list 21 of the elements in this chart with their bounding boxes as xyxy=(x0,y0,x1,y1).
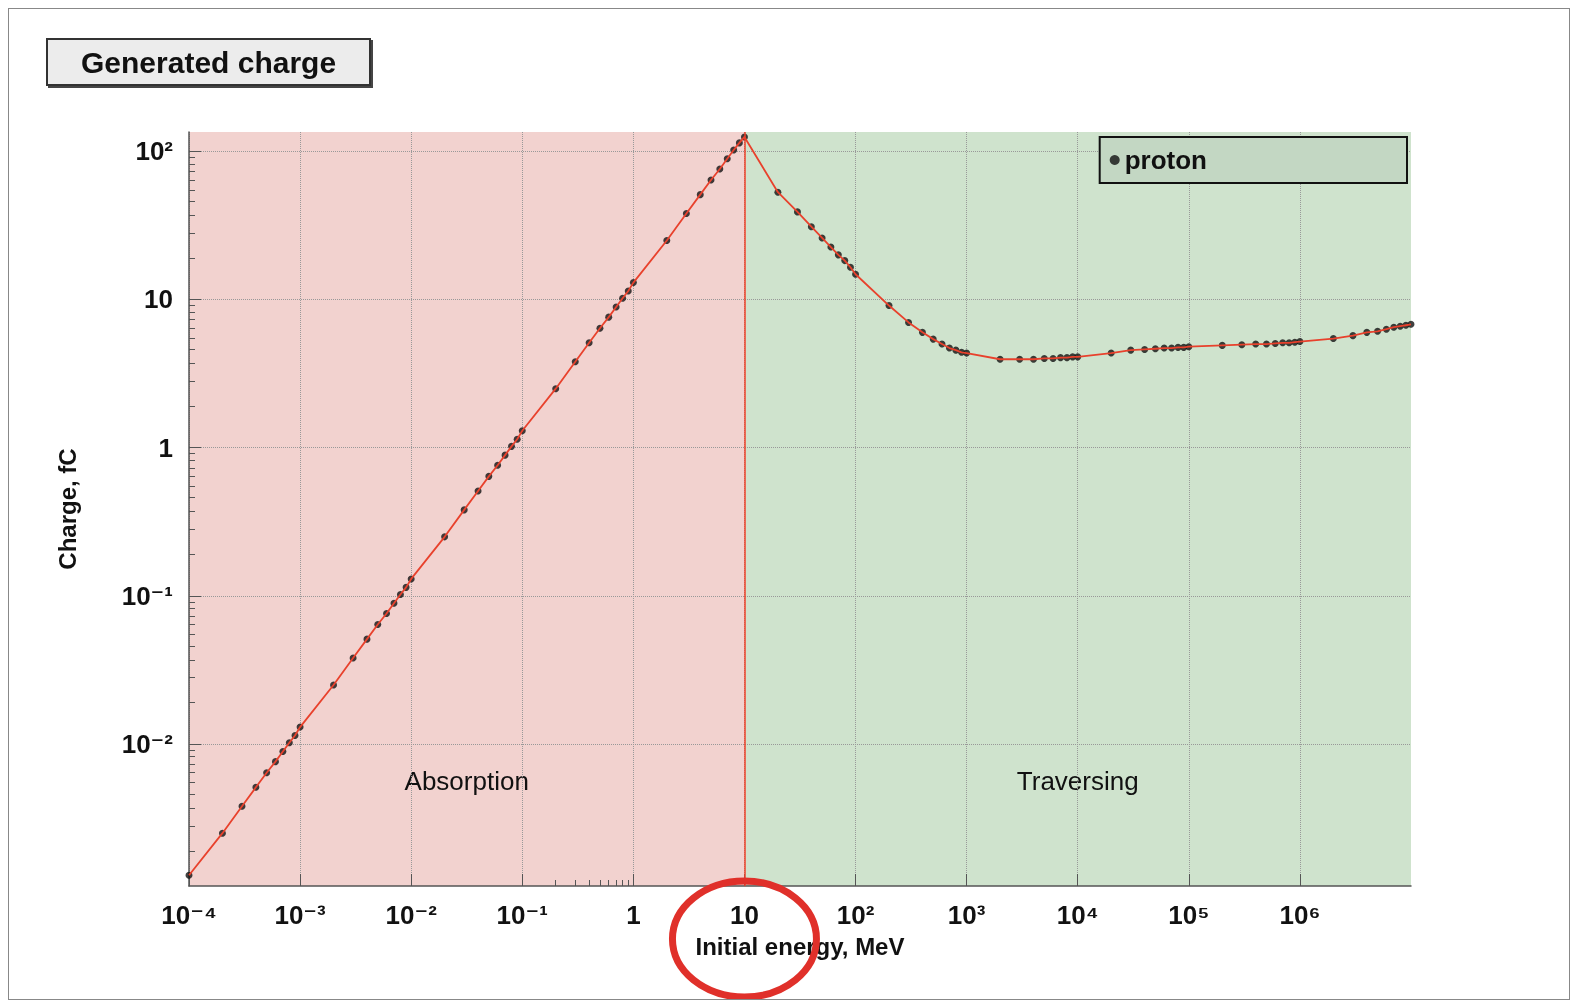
x-tick-label: 10⁻⁴ xyxy=(161,900,217,930)
x-tick-label: 10⁵ xyxy=(1168,900,1210,930)
band-label: Traversing xyxy=(1016,766,1139,796)
chart-title: Generated charge xyxy=(81,45,337,79)
y-tick-label: 10⁻¹ xyxy=(121,580,173,611)
x-tick-label: 10⁶ xyxy=(1279,900,1321,930)
y-tick-label: 10² xyxy=(135,136,174,167)
y-tick-label: 10⁻² xyxy=(121,728,174,759)
legend-label: proton xyxy=(1124,145,1208,175)
y-tick-label: 10 xyxy=(144,284,173,315)
x-tick-label: 10⁻³ xyxy=(274,900,327,930)
band-label: Absorption xyxy=(404,766,529,796)
x-tick-label: 10² xyxy=(836,900,875,930)
x-tick-label: 10 xyxy=(729,900,759,930)
y-tick-label: 1 xyxy=(158,432,173,463)
x-tick-label: 1 xyxy=(626,900,641,930)
y-axis-title: Charge, fC xyxy=(53,448,81,570)
x-tick-label: 10⁻¹ xyxy=(496,900,548,930)
x-tick-label: 10³ xyxy=(947,900,986,930)
x-tick-label: 10⁻² xyxy=(385,900,438,930)
x-tick-label: 10⁴ xyxy=(1056,900,1099,930)
